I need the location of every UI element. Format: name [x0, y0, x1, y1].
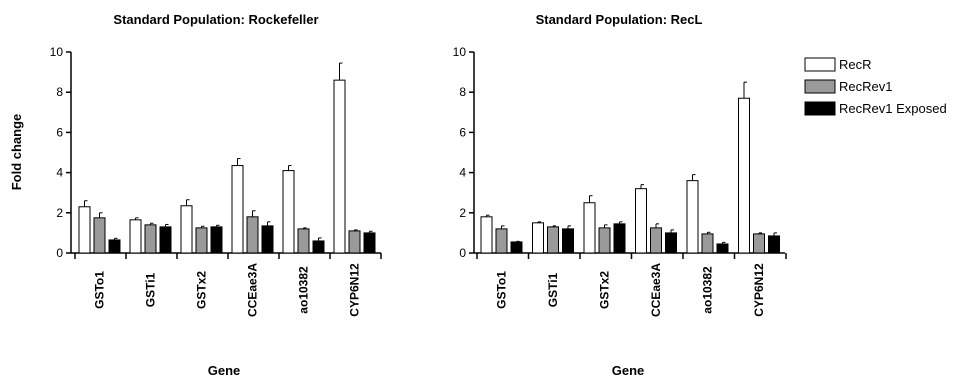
x-tick-label: GSTi1 — [144, 272, 158, 307]
y-tick-label: 6 — [56, 125, 63, 139]
bar-recrev1-exposed — [510, 241, 523, 254]
bar-recrev1-exposed — [768, 235, 780, 254]
bar-recr — [78, 206, 91, 254]
bar-recrev1 — [495, 228, 508, 254]
chart-recl: Standard Population: RecL 0 2 4 6 8 10 GSTo1 GST… — [453, 12, 787, 378]
y-tick-label: 2 — [459, 206, 466, 220]
x-tick-label: GSTo1 — [93, 271, 107, 309]
legend-swatch — [804, 101, 836, 116]
bar-recrev1-exposed — [261, 225, 274, 254]
x-axis-label: Gene — [208, 363, 241, 378]
legend-swatch — [804, 57, 836, 72]
bar-recrev1 — [348, 230, 361, 254]
chart-title: Standard Population: Rockefeller — [113, 12, 318, 27]
bar-recrev1 — [650, 227, 662, 254]
bar-recr — [282, 170, 295, 254]
bar-recrev1-exposed — [562, 228, 574, 254]
x-tick-label: ao10382 — [701, 266, 715, 314]
y-tick-label: 4 — [56, 166, 63, 180]
x-axis-label: Gene — [612, 363, 645, 378]
x-tick-label: GSTx2 — [598, 271, 612, 309]
legend: RecR RecRev1 RecRev1 Exposed — [804, 57, 947, 116]
y-tick-label: 0 — [459, 246, 466, 260]
bar-recrev1 — [547, 226, 559, 254]
bar-recr — [180, 205, 193, 254]
bar-recr — [583, 202, 596, 254]
x-tick-label: CCEae3A — [246, 263, 260, 317]
y-tick-label: 6 — [459, 125, 466, 139]
bar-recr — [333, 79, 346, 254]
x-tick-label: CYP6N12 — [348, 263, 362, 317]
bar-recr — [686, 180, 699, 254]
bar-recr — [738, 97, 750, 254]
x-tick-label: GSTo1 — [495, 271, 509, 309]
bar-recrev1 — [246, 216, 259, 254]
y-tick-label: 8 — [459, 85, 466, 99]
bar-recr — [480, 216, 493, 254]
bar-recrev1 — [753, 233, 765, 254]
chart-title: Standard Population: RecL — [536, 12, 703, 27]
x-tick-label: ao10382 — [297, 266, 311, 314]
y-tick-label: 2 — [56, 206, 63, 220]
y-tick-label: 8 — [56, 85, 63, 99]
x-tick-label: GSTx2 — [195, 271, 209, 309]
y-tick-label: 10 — [50, 45, 64, 59]
bar-recrev1-exposed — [159, 226, 172, 254]
bar-recrev1-exposed — [312, 240, 325, 254]
bar-recrev1 — [297, 228, 310, 254]
legend-label: RecR — [839, 57, 872, 72]
y-tick-label: 4 — [459, 166, 466, 180]
bar-recr — [635, 188, 647, 254]
bar-recrev1-exposed — [665, 232, 677, 254]
legend-label: RecRev1 — [839, 79, 892, 94]
bar-recrev1 — [93, 217, 106, 254]
bar-recrev1-exposed — [108, 239, 121, 254]
bar-recrev1 — [701, 233, 714, 254]
x-tick-label: CYP6N12 — [752, 263, 766, 317]
x-tick-label: GSTi1 — [546, 272, 560, 307]
bar-recr — [129, 219, 142, 254]
legend-label: RecRev1 Exposed — [839, 101, 947, 116]
chart-rockefeller: Standard Population: Rockefeller 0 2 4 6 8 10 G… — [50, 12, 382, 378]
bar-recrev1-exposed — [363, 232, 376, 254]
y-tick-label: 0 — [56, 246, 63, 260]
bar-recr — [231, 165, 244, 254]
bar-recrev1-exposed — [716, 243, 729, 254]
y-axis-label: Fold change — [9, 114, 24, 191]
bar-recrev1 — [144, 224, 157, 254]
y-tick-label: 10 — [453, 45, 467, 59]
x-tick-label: CCEae3A — [649, 263, 663, 317]
bar-recrev1-exposed — [613, 223, 626, 254]
bar-recrev1-exposed — [210, 226, 223, 254]
bar-recrev1 — [598, 227, 611, 254]
bar-recr — [532, 222, 544, 254]
legend-swatch — [804, 79, 836, 94]
bar-recrev1 — [195, 227, 208, 254]
